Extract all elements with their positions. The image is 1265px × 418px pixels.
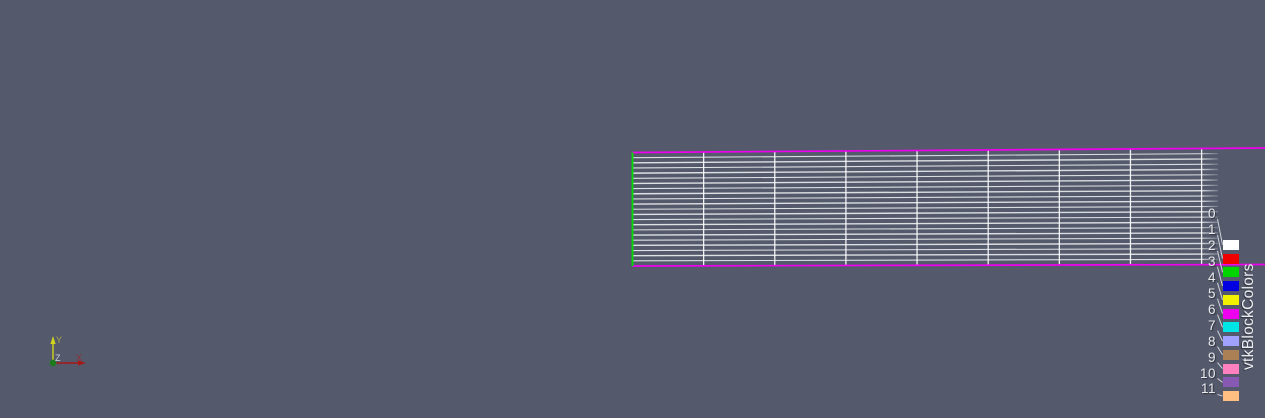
mesh-horizontal-line [632, 221, 1219, 226]
x-axis-label: X [76, 353, 82, 363]
mesh-lines [631, 147, 1265, 267]
y-axis-arrowhead [50, 336, 56, 344]
orientation-axes-widget: Y Z X [49, 335, 86, 367]
mesh-horizontal-line [632, 195, 1219, 200]
mesh-horizontal-line [632, 174, 1219, 179]
y-axis-label: Y [56, 335, 62, 345]
mesh-horizontal-line [632, 189, 1219, 195]
mesh-horizontal-line [632, 168, 1219, 174]
mesh-horizontal-line [632, 184, 1219, 190]
mesh-horizontal-line [632, 205, 1219, 210]
mesh-horizontal-line [632, 258, 1219, 262]
mesh-horizontal-line [632, 179, 1219, 185]
mesh-horizontal-line [632, 158, 1219, 164]
mesh-horizontal-line [632, 232, 1219, 236]
mesh-horizontal-line [632, 227, 1219, 231]
mesh-top-outline [632, 147, 1265, 154]
z-axis-dot [49, 359, 57, 367]
z-axis-label: Z [55, 353, 61, 363]
x-axis-arrowhead [78, 360, 86, 366]
mesh-horizontal-line [632, 237, 1219, 241]
mesh-horizontal-line [632, 242, 1219, 247]
mesh-horizontal-line [632, 163, 1219, 169]
mesh-horizontal-line [632, 211, 1219, 216]
mesh-horizontal-line [632, 153, 1219, 159]
mesh-horizontal-line [632, 216, 1219, 221]
mesh-bottom-outline [632, 263, 1265, 267]
mesh-horizontal-line [632, 200, 1219, 205]
mesh-horizontal-line [632, 248, 1219, 252]
mesh-horizontal-line [632, 253, 1219, 257]
